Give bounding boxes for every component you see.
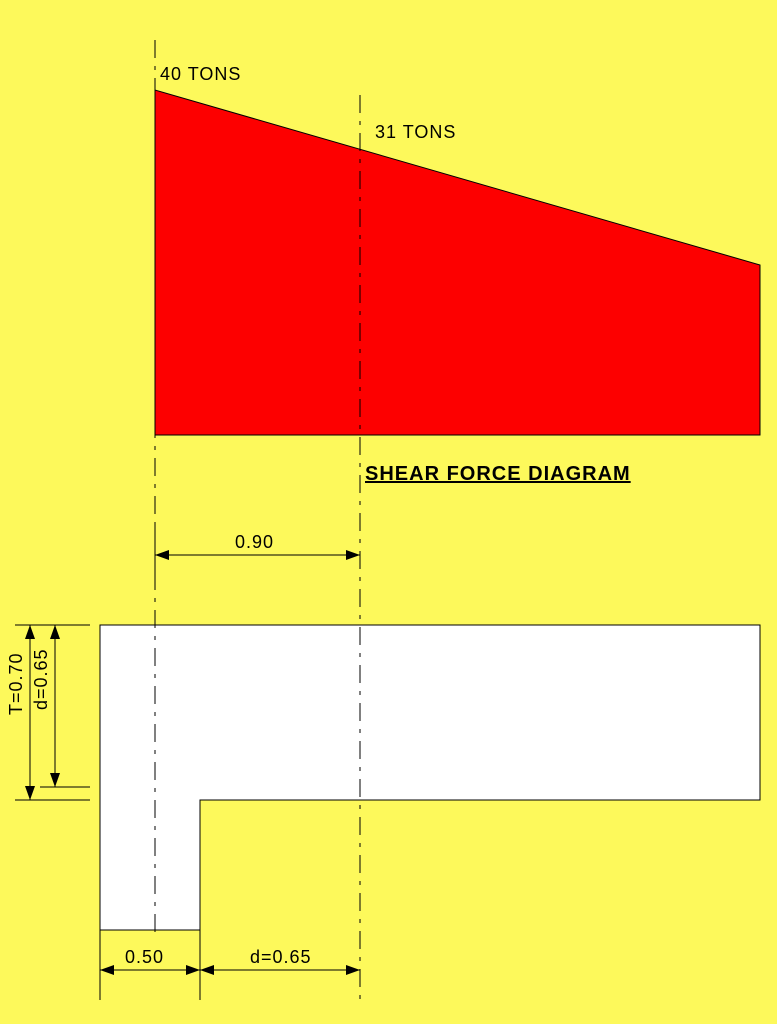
shear-mid-label: 31 TONS [375, 122, 456, 142]
engineering-diagram: 0.900.50d=0.65T=0.70d=0.6540 TONS31 TONS… [0, 0, 777, 1024]
dimension-label: d=0.65 [31, 648, 51, 710]
shear-left-label: 40 TONS [160, 64, 241, 84]
dimension-label: d=0.65 [250, 947, 312, 967]
dimension-label: 0.90 [235, 532, 274, 552]
diagram-title: SHEAR FORCE DIAGRAM [365, 463, 631, 485]
dimension-label: 0.50 [125, 947, 164, 967]
dimension-label: T=0.70 [6, 652, 26, 715]
